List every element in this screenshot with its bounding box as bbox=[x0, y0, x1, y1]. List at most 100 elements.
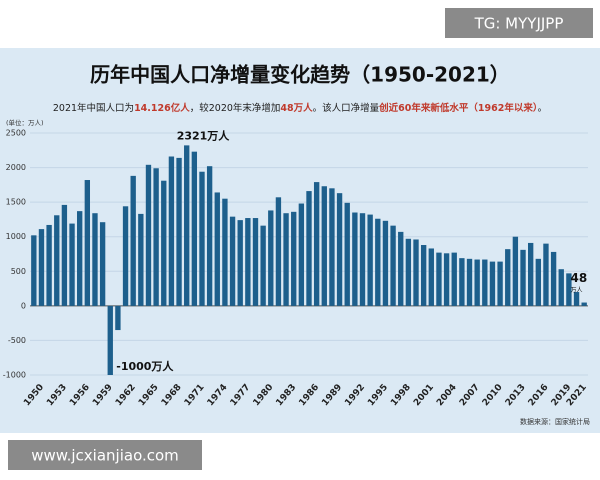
y-tick-label: 0 bbox=[21, 301, 26, 310]
bar bbox=[115, 305, 121, 331]
bar bbox=[184, 145, 190, 306]
bar bbox=[122, 206, 129, 306]
bar bbox=[558, 269, 564, 306]
bar bbox=[474, 259, 480, 306]
bar bbox=[543, 243, 549, 306]
bar bbox=[466, 258, 473, 306]
bar bbox=[298, 203, 305, 306]
bar bbox=[550, 251, 557, 306]
bar bbox=[336, 193, 343, 306]
y-tick-label: 2500 bbox=[6, 129, 26, 138]
bar bbox=[99, 222, 106, 306]
y-tick-label: -1000 bbox=[3, 371, 26, 380]
subtitle-part: 。 bbox=[538, 103, 548, 114]
bar bbox=[489, 261, 496, 306]
bar bbox=[436, 252, 442, 306]
bar bbox=[344, 202, 350, 306]
bar bbox=[573, 292, 580, 306]
bar bbox=[329, 188, 335, 306]
bar bbox=[382, 220, 389, 306]
bar bbox=[161, 180, 167, 306]
bar bbox=[46, 224, 52, 306]
bar bbox=[420, 245, 427, 306]
bar bbox=[283, 213, 289, 306]
bar bbox=[206, 166, 213, 306]
bar bbox=[275, 197, 282, 306]
bar bbox=[252, 218, 259, 306]
bar bbox=[145, 164, 152, 306]
bar bbox=[268, 210, 274, 306]
bar bbox=[535, 258, 541, 306]
y-tick-label: 1000 bbox=[6, 232, 26, 241]
bar bbox=[77, 211, 83, 306]
bar bbox=[54, 215, 60, 306]
bar bbox=[497, 261, 503, 306]
bottom-tag: www.jcxianjiao.com bbox=[31, 447, 179, 465]
bar bbox=[130, 175, 136, 306]
bar bbox=[291, 211, 297, 306]
bar bbox=[222, 198, 228, 306]
top-tag-box bbox=[445, 8, 593, 38]
subtitle-part: 14.126亿人 bbox=[134, 102, 190, 114]
bar bbox=[367, 214, 373, 306]
bar bbox=[520, 249, 526, 306]
bar bbox=[459, 258, 465, 306]
source: 数据来源：国家统计局 bbox=[520, 417, 590, 426]
bar bbox=[138, 213, 144, 306]
subtitle-part: ，较2020年末净增加 bbox=[190, 102, 281, 114]
top-tag: TG: MYYJJPP bbox=[474, 15, 564, 33]
bottom-tag-box bbox=[8, 440, 202, 470]
bar bbox=[390, 225, 396, 306]
bar bbox=[482, 259, 488, 306]
chart-subtitle: 2021年中国人口为14.126亿人，较2020年末净增加48万人。该人口净增量… bbox=[53, 102, 547, 114]
bar bbox=[107, 305, 113, 375]
bar bbox=[69, 223, 75, 306]
bar bbox=[229, 216, 236, 306]
bar bbox=[512, 236, 519, 306]
subtitle-part: 。该人口净增量 bbox=[313, 102, 380, 114]
bar bbox=[313, 182, 320, 306]
bar bbox=[61, 204, 68, 306]
bar bbox=[176, 157, 182, 306]
annotation: 48 bbox=[571, 271, 588, 285]
annotation: -1000万人 bbox=[116, 359, 174, 373]
chart-title: 历年中国人口净增量变化趋势（1950-2021） bbox=[90, 63, 510, 87]
bar bbox=[153, 168, 159, 306]
bar bbox=[566, 273, 572, 306]
bar bbox=[191, 151, 198, 306]
bar bbox=[168, 156, 175, 306]
bar bbox=[428, 248, 434, 306]
bar bbox=[92, 213, 98, 306]
bar bbox=[527, 242, 534, 306]
annotation: 2321万人 bbox=[177, 128, 231, 142]
bar bbox=[31, 235, 37, 306]
bar bbox=[199, 171, 205, 306]
subtitle-part: 48万人 bbox=[280, 102, 313, 114]
bar bbox=[321, 186, 327, 306]
subtitle-part: 2021年中国人口为 bbox=[53, 102, 134, 114]
bar bbox=[405, 238, 412, 306]
bar bbox=[84, 180, 91, 306]
bar bbox=[413, 239, 419, 306]
bar bbox=[359, 213, 366, 306]
y-tick-label: 2000 bbox=[6, 163, 26, 172]
y-tick-label: 500 bbox=[11, 267, 26, 276]
bar bbox=[443, 253, 450, 306]
y-tick-label: -500 bbox=[8, 336, 26, 345]
bar bbox=[581, 302, 587, 306]
bar bbox=[38, 229, 45, 306]
bar bbox=[398, 231, 404, 306]
bar bbox=[237, 220, 243, 306]
bar bbox=[306, 191, 312, 306]
bar bbox=[375, 218, 381, 306]
bar bbox=[352, 212, 358, 306]
annotation: 万人 bbox=[571, 287, 583, 294]
y-tick-label: 1500 bbox=[6, 198, 26, 207]
bar bbox=[505, 249, 511, 306]
bar bbox=[245, 218, 251, 306]
subtitle-part: 创近60年来新低水平（1962年以来） bbox=[378, 102, 537, 114]
y-axis-label: (单位：万人) bbox=[6, 118, 44, 127]
bar bbox=[214, 192, 220, 306]
